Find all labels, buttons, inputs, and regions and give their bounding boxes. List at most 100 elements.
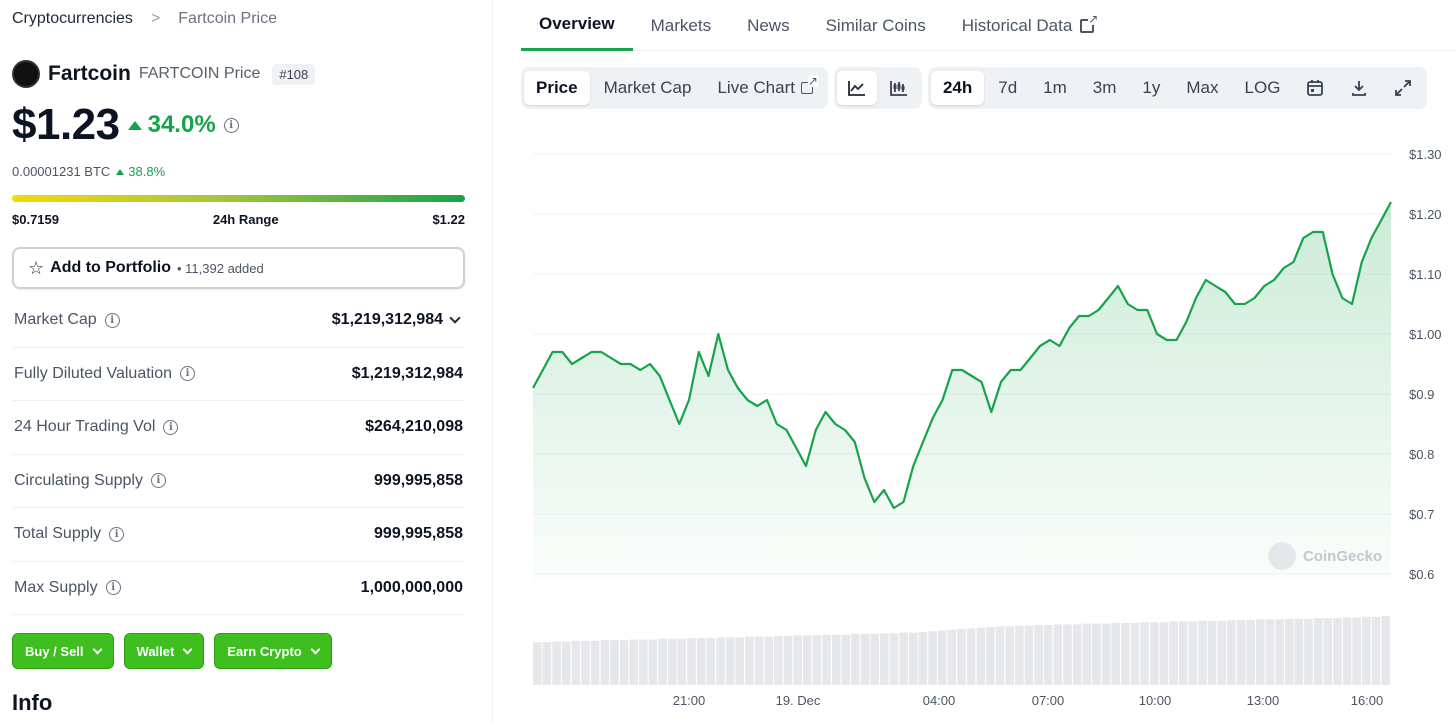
volume-bar — [1150, 622, 1159, 685]
volume-bar — [966, 628, 976, 685]
range-1y-button[interactable]: 1y — [1130, 71, 1172, 105]
volume-bar — [668, 638, 677, 685]
tab-overview[interactable]: Overview — [521, 0, 633, 51]
price-row: $1.23 34.0% i — [12, 100, 239, 150]
coin-subtitle: FARTCOIN Price — [138, 65, 261, 82]
tab-markets[interactable]: Markets — [633, 0, 729, 51]
volume-bar — [1140, 622, 1149, 685]
volume-bar — [1015, 625, 1024, 685]
volume-bar — [590, 640, 600, 685]
coin-header: Fartcoin FARTCOIN Price #108 — [12, 60, 316, 88]
line-chart-button[interactable] — [836, 71, 877, 105]
volume-bar — [1256, 619, 1265, 685]
volume-bar — [754, 636, 764, 685]
chevron-down-icon — [449, 312, 461, 324]
info-icon[interactable]: i — [105, 580, 121, 596]
volume-bar — [542, 642, 552, 685]
tab-historical-data[interactable]: Historical Data — [944, 0, 1113, 51]
coin-logo-icon — [12, 60, 40, 88]
metric-price-button[interactable]: Price — [524, 71, 590, 105]
volume-bar — [735, 637, 744, 685]
range-24h-button[interactable]: 24h — [930, 71, 985, 105]
info-icon[interactable]: i — [104, 312, 120, 328]
volume-bar — [648, 639, 658, 685]
volume-bar — [1092, 623, 1101, 685]
x-tick-label: 07:00 — [1032, 693, 1065, 708]
volume-bar — [793, 635, 802, 685]
range-7d-button[interactable]: 7d — [986, 71, 1029, 105]
volume-bar — [1024, 625, 1034, 685]
breadcrumb-cryptocurrencies[interactable]: Cryptocurrencies — [12, 10, 133, 27]
volume-bar — [1207, 620, 1217, 685]
range-label: Max — [1186, 78, 1219, 97]
volume-bar — [909, 632, 918, 685]
download-button[interactable] — [1338, 71, 1380, 105]
info-icon[interactable]: i — [150, 473, 166, 489]
main-tabs: Overview Markets News Similar Coins Hist… — [521, 0, 1456, 51]
volume-bar — [677, 638, 687, 685]
volume-bar — [600, 640, 610, 685]
stat-label: Market Cap — [14, 311, 97, 329]
volume-bar — [774, 636, 783, 685]
live-chart-button[interactable]: Live Chart — [705, 71, 824, 105]
range-max-button[interactable]: Max — [1174, 71, 1230, 105]
range-3m-button[interactable]: 3m — [1081, 71, 1129, 105]
wallet-label: Wallet — [136, 643, 175, 659]
volume-bar — [1275, 619, 1284, 685]
metric-market-cap-button[interactable]: Market Cap — [592, 71, 704, 105]
x-tick-label: 13:00 — [1247, 693, 1280, 708]
range-1m-button[interactable]: 1m — [1031, 71, 1079, 105]
log-scale-button[interactable]: LOG — [1233, 71, 1293, 105]
add-to-portfolio-button[interactable]: ☆ Add to Portfolio • 11,392 added — [12, 247, 465, 289]
volume-bar — [1130, 622, 1140, 685]
price-change-value: 34.0% — [147, 111, 216, 138]
x-tick-label: 19. Dec — [776, 693, 821, 708]
info-icon[interactable]: i — [109, 526, 125, 542]
range-selector: 24h 7d 1m 3m 1y Max LOG — [927, 67, 1428, 109]
volume-bar — [831, 634, 841, 685]
info-icon[interactable]: i — [223, 117, 239, 133]
info-icon[interactable]: i — [180, 366, 196, 382]
info-icon[interactable]: i — [163, 419, 179, 435]
candlestick-button[interactable] — [879, 71, 919, 105]
breadcrumb-current: Fartcoin Price — [178, 10, 277, 27]
stat-value: 999,995,858 — [374, 471, 463, 489]
volume-bar — [610, 640, 619, 685]
expand-button[interactable] — [1382, 71, 1424, 105]
chevron-down-icon — [310, 644, 321, 654]
volume-bar — [1005, 626, 1014, 685]
volume-bar — [706, 638, 716, 685]
volume-bar — [1304, 618, 1313, 685]
breadcrumb: Cryptocurrencies > Fartcoin Price — [12, 10, 277, 28]
y-tick-label: $0.8 — [1409, 447, 1434, 462]
range-label: 24h Range — [212, 212, 279, 227]
tab-similar-coins[interactable]: Similar Coins — [808, 0, 944, 51]
volume-bar — [696, 638, 706, 685]
market-cap-dropdown[interactable]: $1,219,312,984 — [332, 311, 463, 329]
range-label: 1m — [1043, 78, 1067, 97]
y-tick-label: $1.30 — [1409, 147, 1442, 162]
coin-name: Fartcoin — [48, 62, 131, 85]
stat-value: 999,995,858 — [374, 525, 463, 543]
y-tick-label: $1.00 — [1409, 327, 1442, 342]
volume-bar — [783, 636, 793, 685]
buy-sell-label: Buy / Sell — [25, 643, 84, 659]
calendar-button[interactable] — [1294, 71, 1336, 105]
volume-bar — [658, 638, 667, 685]
stat-label: Fully Diluted Valuation — [14, 364, 173, 382]
metric-label: Market Cap — [603, 78, 692, 97]
tab-news[interactable]: News — [729, 0, 808, 51]
buy-sell-button[interactable]: Buy / Sell — [12, 633, 114, 669]
volume-bar — [1236, 620, 1246, 685]
y-tick-label: $0.9 — [1409, 387, 1434, 402]
volume-bar — [812, 635, 822, 685]
volume-bar — [1053, 624, 1063, 685]
volume-bar — [1285, 618, 1294, 685]
range-bar — [12, 195, 465, 202]
wallet-button[interactable]: Wallet — [123, 633, 205, 669]
earn-crypto-button[interactable]: Earn Crypto — [214, 633, 332, 669]
price-chart[interactable]: $0.6 $0.7 $0.8 $0.9 $1.00 $1.10 $1.20 $1.30 21:… — [521, 120, 1456, 720]
stat-row-volume: 24 Hour Trading Vol i $264,210,098 — [12, 401, 465, 455]
volume-bar — [1381, 616, 1390, 685]
info-heading: Info — [12, 690, 53, 715]
